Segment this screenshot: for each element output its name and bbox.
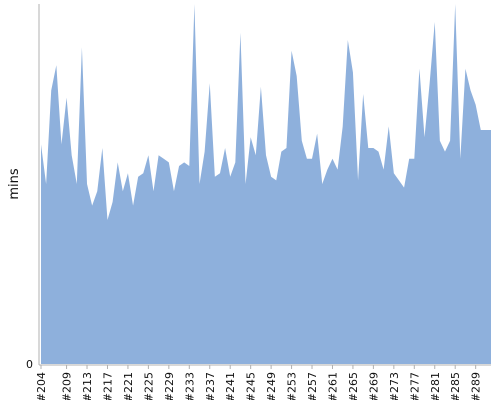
x-tick-label: #225 xyxy=(142,372,155,400)
x-tick-label: #204 xyxy=(35,372,48,400)
x-tick-label: #257 xyxy=(306,372,319,400)
x-tick-label: #249 xyxy=(265,372,278,400)
x-tick-label: #213 xyxy=(81,372,94,400)
x-tick-label: #229 xyxy=(163,372,176,400)
x-tick-label: #261 xyxy=(326,372,339,400)
y-axis-title: mins xyxy=(7,168,22,200)
x-tick-label: #217 xyxy=(101,372,114,400)
y-tick-labels: 0 xyxy=(26,358,33,371)
area-series-fill xyxy=(41,4,491,364)
x-tick-label: #285 xyxy=(449,372,462,400)
x-tick-label: #233 xyxy=(183,372,196,400)
x-tick-marks xyxy=(40,365,477,369)
x-tick-label: #209 xyxy=(61,372,74,400)
area-series-layer xyxy=(41,4,491,364)
x-tick-label: #237 xyxy=(204,372,217,400)
x-tick-labels: #204 #209 #213 #217 #221 #225 #229 #233 #237 #241… xyxy=(35,372,483,400)
y-tick-label: 0 xyxy=(26,358,33,371)
x-tick-label: #289 xyxy=(470,372,483,400)
x-tick-label: #245 xyxy=(245,372,258,400)
x-tick-label: #269 xyxy=(367,372,380,400)
x-tick-label: #277 xyxy=(408,372,421,400)
x-tick-label: #273 xyxy=(388,372,401,400)
x-tick-label: #281 xyxy=(429,372,442,400)
x-tick-label: #265 xyxy=(347,372,360,400)
x-tick-label: #221 xyxy=(122,372,135,400)
x-tick-label: #253 xyxy=(286,372,299,400)
x-tick-label: #241 xyxy=(224,372,237,400)
